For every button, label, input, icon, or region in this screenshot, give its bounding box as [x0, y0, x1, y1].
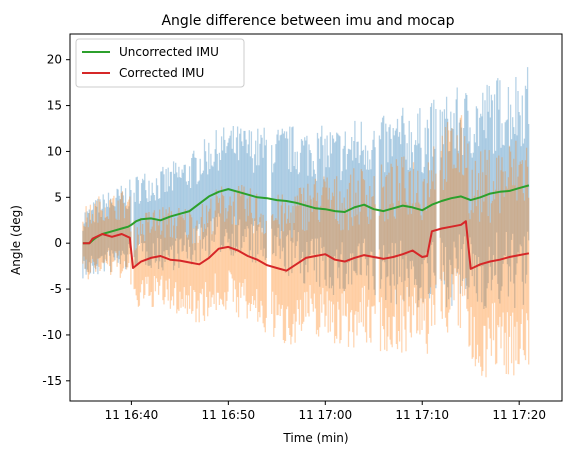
raw-data-bands: [82, 67, 530, 378]
legend-label: Uncorrected IMU: [119, 45, 219, 59]
x-axis-label: Time (min): [282, 431, 348, 445]
y-tick-label: -10: [42, 328, 62, 342]
y-tick-label: 0: [54, 236, 62, 250]
series-line-corrected-imu: [82, 220, 530, 272]
series-line-uncorrected-imu: [82, 184, 530, 245]
series-layer: [82, 184, 530, 272]
y-tick-label: -15: [42, 374, 62, 388]
y-tick-label: 20: [47, 53, 62, 67]
legend-box: [75, 38, 245, 88]
x-tick-label: 11 17:10: [395, 408, 449, 422]
chart-title: Angle difference between imu and mocap: [161, 13, 454, 29]
legend: Uncorrected IMU Corrected IMU: [75, 38, 245, 88]
raw-corrected-band: [82, 115, 530, 378]
x-tick-label: 11 16:40: [105, 408, 159, 422]
raw-uncorrected-band: [82, 67, 530, 309]
legend-label: Corrected IMU: [119, 66, 204, 80]
y-tick-label: -5: [50, 282, 62, 296]
y-tick-label: 15: [47, 99, 62, 113]
y-axis-label: Angle (deg): [9, 205, 23, 275]
x-tick-label: 11 16:50: [202, 408, 256, 422]
x-tick-label: 11 17:20: [492, 408, 546, 422]
y-tick-label: 10: [47, 144, 62, 158]
x-tick-label: 11 17:00: [298, 408, 352, 422]
y-tick-label: 5: [54, 190, 62, 204]
axes: -15 -10 -5 0 5 10 15 20 11 16:40 11 16:50 11 17:00…: [42, 33, 563, 422]
plot-frame: [69, 33, 563, 402]
